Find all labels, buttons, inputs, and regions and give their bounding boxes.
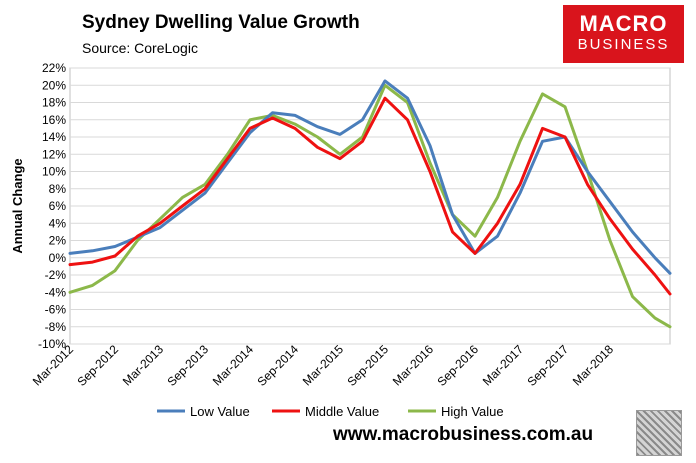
x-tick-label: Mar-2016 [390, 342, 436, 388]
y-tick-label: 0% [49, 251, 67, 265]
wolf-logo-icon [636, 410, 682, 456]
y-tick-label: 2% [49, 234, 67, 248]
legend-label: High Value [441, 404, 504, 419]
y-tick-label: 6% [49, 199, 67, 213]
legend: Low Value Middle Value High Value [157, 404, 504, 419]
y-tick-label: -2% [45, 268, 67, 282]
y-tick-label: 12% [42, 147, 66, 161]
series-line-high-value [68, 83, 672, 329]
y-axis-ticks: 22% 20% 18% 16% 14% 12% 10% 8% 6% 4% 2% 0% -2% -4% -6%… [38, 61, 66, 351]
series-line-middle-value [68, 96, 672, 296]
x-tick-label: Sep-2016 [434, 342, 481, 389]
y-tick-label: 14% [42, 130, 66, 144]
logo-line-macro: MACRO [579, 11, 668, 36]
x-tick-label: Sep-2013 [164, 342, 211, 389]
y-tick-label: -6% [45, 303, 67, 317]
y-tick-label: 10% [42, 165, 66, 179]
logo-line-business: BUSINESS [577, 36, 670, 53]
x-axis-ticks: Mar-2012Sep-2012Mar-2013Sep-2013Mar-2014… [30, 342, 616, 389]
series-line-low-value [68, 79, 672, 275]
x-tick-label: Sep-2017 [524, 342, 571, 389]
x-tick-label: Mar-2018 [570, 342, 616, 388]
y-axis-label: Annual Change [10, 158, 25, 253]
macrobusiness-logo: MACRO BUSINESS [563, 5, 684, 63]
x-tick-label: Mar-2014 [210, 342, 256, 388]
y-tick-label: -10% [38, 337, 66, 351]
x-tick-label: Sep-2015 [344, 342, 391, 389]
y-tick-label: 16% [42, 113, 66, 127]
x-tick-label: Mar-2015 [300, 342, 346, 388]
legend-label: Middle Value [305, 404, 379, 419]
x-tick-label: Mar-2017 [480, 342, 526, 388]
chart-title: Sydney Dwelling Value Growth [82, 12, 360, 33]
legend-label: Low Value [190, 404, 250, 419]
y-tick-label: 4% [49, 216, 67, 230]
x-tick-label: Sep-2012 [74, 342, 121, 389]
legend-entry: High Value [408, 404, 504, 419]
series-lines [68, 79, 672, 329]
legend-entry: Middle Value [272, 404, 379, 419]
y-tick-label: 18% [42, 96, 66, 110]
y-tick-label: 8% [49, 182, 67, 196]
gridlines [70, 67, 670, 345]
x-tick-label: Sep-2014 [254, 342, 301, 389]
website-url: www.macrobusiness.com.au [333, 424, 594, 445]
x-tick-label: Mar-2013 [120, 342, 166, 388]
y-tick-label: 20% [42, 78, 66, 92]
y-tick-label: -4% [45, 285, 67, 299]
y-tick-label: 22% [42, 61, 66, 75]
legend-entry: Low Value [157, 404, 250, 419]
chart-source: Source: CoreLogic [82, 40, 198, 56]
y-tick-label: -8% [45, 320, 67, 334]
